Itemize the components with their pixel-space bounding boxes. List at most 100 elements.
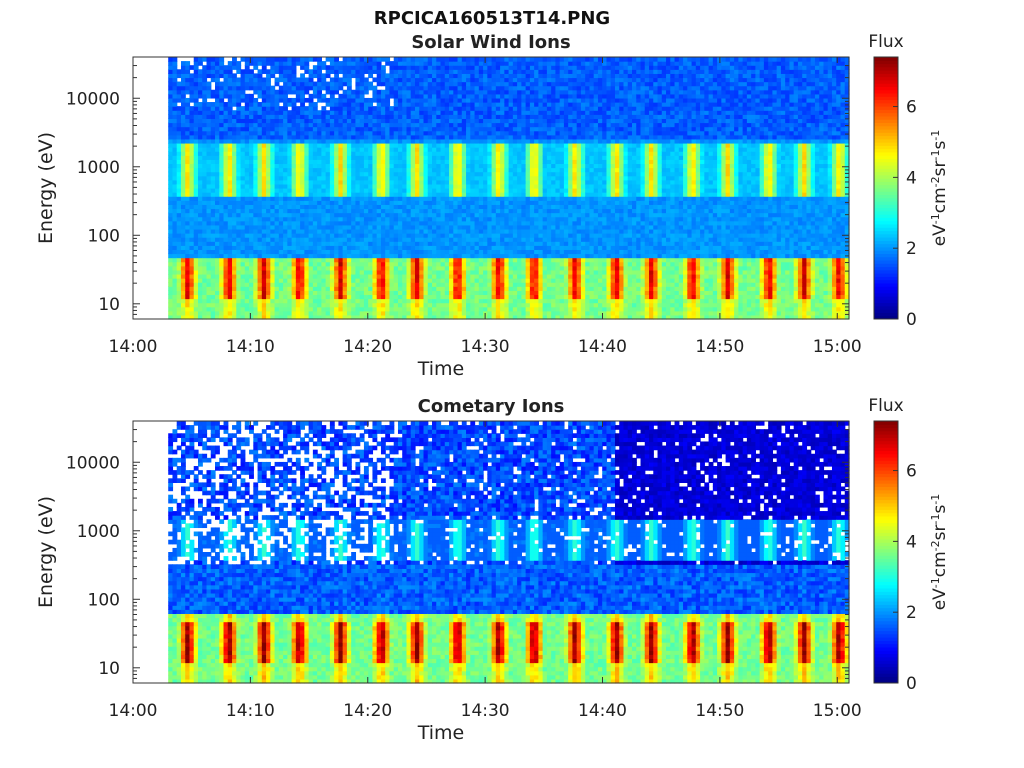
heatmap-cell bbox=[440, 228, 446, 234]
heatmap-cell bbox=[227, 147, 233, 152]
heatmap-cell bbox=[474, 278, 480, 283]
heatmap-cell bbox=[432, 118, 437, 124]
heatmap-cell bbox=[495, 122, 501, 128]
heatmap-cell bbox=[346, 97, 352, 103]
heatmap-cell bbox=[317, 253, 322, 259]
heatmap-cell bbox=[253, 273, 259, 279]
heatmap-cell bbox=[325, 233, 331, 238]
heatmap-cell bbox=[236, 310, 242, 316]
heatmap-cell bbox=[470, 159, 476, 165]
heatmap-cell bbox=[261, 237, 267, 242]
heatmap-cell bbox=[491, 302, 497, 308]
heatmap-cell bbox=[453, 302, 459, 308]
heatmap-cell bbox=[308, 196, 314, 201]
heatmap-cell bbox=[491, 269, 497, 275]
heatmap-cell bbox=[368, 138, 374, 144]
heatmap-cell bbox=[402, 57, 408, 62]
heatmap-cell bbox=[457, 73, 463, 79]
heatmap-cell bbox=[193, 294, 199, 300]
heatmap-cell bbox=[368, 142, 374, 148]
heatmap-cell bbox=[300, 237, 305, 242]
heatmap-cell bbox=[444, 122, 450, 128]
heatmap-cell bbox=[504, 179, 510, 185]
heatmap-cell bbox=[232, 220, 237, 226]
heatmap-cell bbox=[287, 278, 293, 283]
heatmap-cell bbox=[363, 142, 369, 148]
heatmap-cell bbox=[466, 102, 471, 107]
heatmap-cell bbox=[376, 134, 382, 140]
heatmap-cell bbox=[372, 151, 378, 156]
heatmap-cell bbox=[227, 204, 233, 210]
heatmap-cell bbox=[385, 138, 391, 144]
heatmap-cell bbox=[312, 81, 318, 87]
heatmap-cell bbox=[385, 171, 391, 177]
heatmap-cell bbox=[257, 183, 263, 189]
heatmap-cell bbox=[304, 253, 310, 259]
heatmap-cell bbox=[168, 175, 174, 181]
heatmap-cell bbox=[495, 298, 501, 304]
heatmap-cell bbox=[270, 273, 276, 279]
heatmap-cell bbox=[487, 208, 493, 214]
heatmap-cell bbox=[240, 97, 246, 103]
heatmap-cell bbox=[368, 212, 374, 218]
heatmap-cell bbox=[202, 81, 208, 87]
heatmap-cell bbox=[436, 306, 442, 312]
heatmap-cell bbox=[321, 220, 327, 226]
heatmap-cell bbox=[376, 171, 382, 177]
heatmap-cell bbox=[274, 57, 280, 62]
heatmap-cell bbox=[274, 126, 280, 132]
heatmap-cell bbox=[342, 233, 348, 238]
heatmap-cell bbox=[440, 151, 446, 156]
heatmap-cell bbox=[423, 138, 429, 144]
heatmap-cell bbox=[249, 73, 254, 79]
heatmap-cell bbox=[427, 77, 433, 83]
heatmap-cell bbox=[393, 269, 399, 275]
heatmap-cell bbox=[334, 81, 340, 87]
heatmap-cell bbox=[419, 302, 425, 308]
heatmap-cell bbox=[453, 167, 459, 173]
heatmap-cell bbox=[185, 122, 191, 128]
heatmap-cell bbox=[219, 278, 225, 283]
heatmap-cell bbox=[389, 188, 395, 193]
heatmap-cell bbox=[397, 249, 403, 255]
heatmap-cell bbox=[461, 261, 467, 267]
heatmap-cell bbox=[257, 224, 263, 230]
heatmap-cell bbox=[474, 102, 480, 107]
heatmap-cell bbox=[215, 102, 220, 107]
heatmap-cell bbox=[449, 286, 454, 291]
heatmap-cell bbox=[495, 167, 501, 173]
heatmap-cell bbox=[368, 85, 374, 91]
heatmap-cell bbox=[457, 200, 463, 205]
heatmap-cell bbox=[355, 188, 361, 193]
heatmap-cell bbox=[474, 224, 480, 230]
heatmap-cell bbox=[295, 269, 301, 275]
heatmap-cell bbox=[266, 69, 271, 74]
heatmap-cell bbox=[249, 77, 254, 83]
heatmap-cell bbox=[215, 269, 220, 275]
heatmap-cell bbox=[436, 130, 442, 136]
heatmap-cell bbox=[295, 106, 301, 111]
heatmap-cell bbox=[253, 114, 259, 119]
heatmap-cell bbox=[355, 273, 361, 279]
heatmap-cell bbox=[342, 302, 348, 308]
heatmap-cell bbox=[176, 73, 182, 79]
heatmap-cell bbox=[215, 69, 220, 74]
heatmap-cell bbox=[436, 233, 442, 238]
heatmap-cell bbox=[440, 126, 446, 132]
heatmap-cell bbox=[470, 122, 476, 128]
heatmap-cell bbox=[415, 302, 420, 308]
heatmap-cell bbox=[278, 142, 284, 148]
heatmap-cell bbox=[223, 249, 229, 255]
heatmap-cell bbox=[202, 237, 208, 242]
heatmap-cell bbox=[287, 302, 293, 308]
heatmap-cell bbox=[500, 245, 505, 250]
heatmap-cell bbox=[487, 175, 493, 181]
heatmap-cell bbox=[410, 233, 416, 238]
heatmap-cell bbox=[168, 81, 174, 87]
heatmap-cell bbox=[210, 138, 216, 144]
heatmap-cell bbox=[372, 188, 378, 193]
heatmap-cell bbox=[474, 122, 480, 128]
heatmap-cell bbox=[295, 192, 301, 197]
heatmap-cell bbox=[376, 93, 382, 99]
heatmap-cell bbox=[257, 106, 263, 111]
